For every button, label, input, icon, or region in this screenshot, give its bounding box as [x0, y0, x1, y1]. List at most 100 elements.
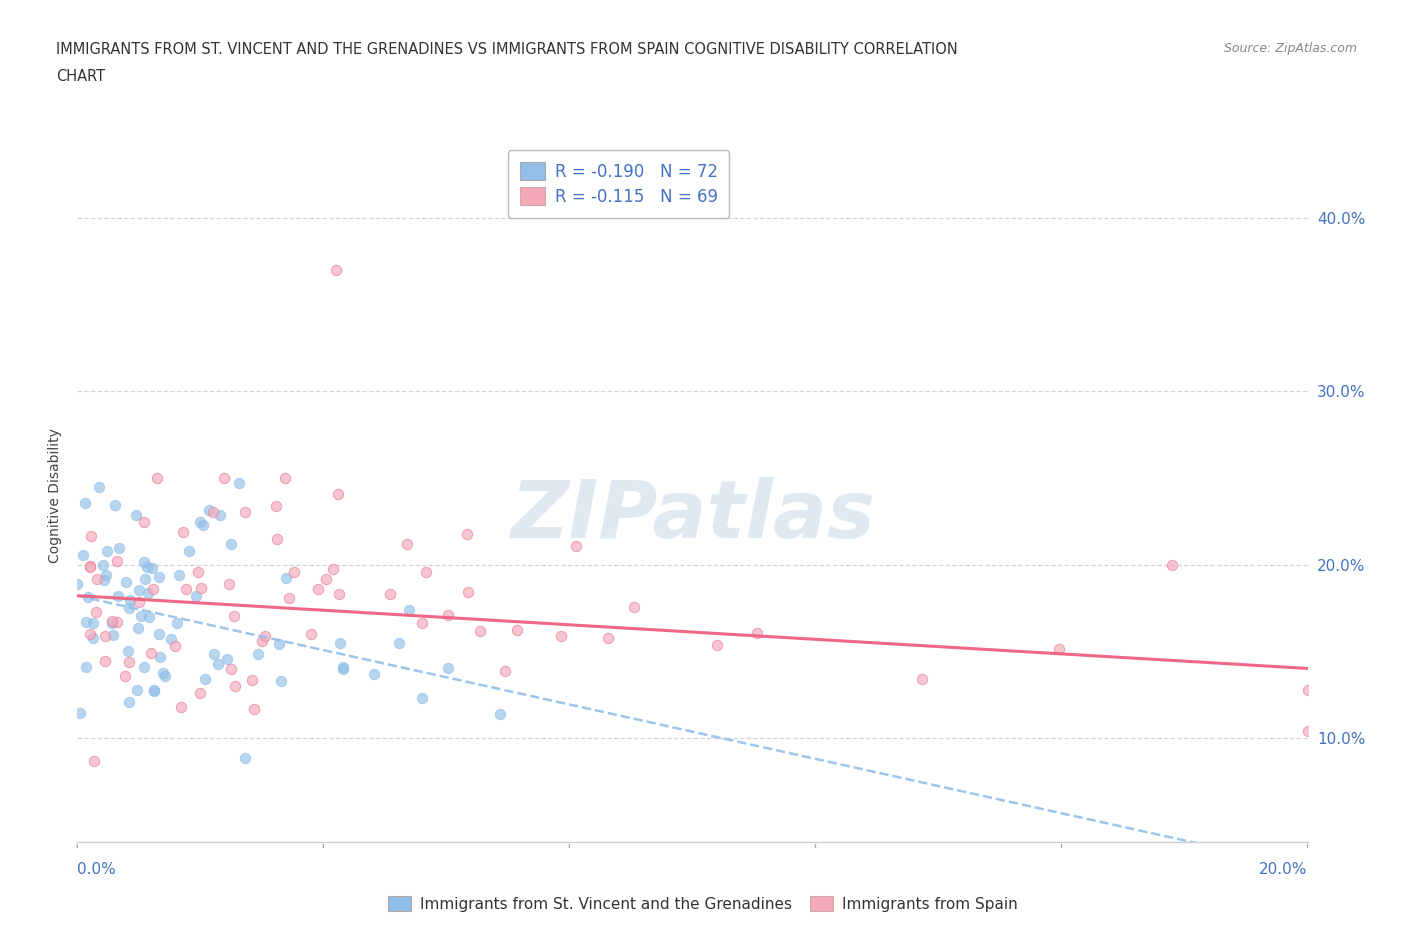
- Point: [170, 699, 193, 714]
- Point: [72, 548, 94, 563]
- Point: [315, 572, 337, 587]
- Point: [363, 667, 385, 682]
- Point: [94, 628, 117, 643]
- Point: [152, 666, 174, 681]
- Point: [148, 626, 170, 641]
- Point: [270, 674, 292, 689]
- Point: [83, 753, 105, 768]
- Point: [101, 614, 124, 629]
- Point: [118, 655, 141, 670]
- Point: [228, 475, 250, 490]
- Point: [134, 571, 156, 586]
- Legend: Immigrants from St. Vincent and the Grenadines, Immigrants from Spain: Immigrants from St. Vincent and the Gren…: [382, 889, 1024, 918]
- Point: [96, 543, 118, 558]
- Point: [101, 616, 124, 631]
- Point: [108, 540, 131, 555]
- Point: [208, 508, 231, 523]
- Point: [148, 569, 170, 584]
- Point: [107, 589, 129, 604]
- Point: [276, 571, 298, 586]
- Point: [380, 587, 402, 602]
- Point: [1161, 557, 1184, 572]
- Point: [1047, 641, 1070, 656]
- Point: [82, 616, 104, 631]
- Text: 20.0%: 20.0%: [1260, 862, 1308, 877]
- Point: [107, 614, 129, 629]
- Point: [565, 539, 588, 554]
- Point: [132, 514, 155, 529]
- Point: [143, 683, 166, 698]
- Point: [125, 683, 148, 698]
- Point: [79, 626, 101, 641]
- Point: [117, 644, 139, 658]
- Point: [176, 581, 198, 596]
- Point: [332, 660, 354, 675]
- Point: [489, 707, 512, 722]
- Point: [136, 560, 159, 575]
- Point: [193, 672, 215, 687]
- Point: [66, 577, 89, 591]
- Point: [246, 646, 269, 661]
- Point: [142, 581, 165, 596]
- Point: [94, 654, 117, 669]
- Point: [623, 600, 645, 615]
- Point: [101, 627, 124, 642]
- Point: [264, 498, 287, 513]
- Point: [494, 664, 516, 679]
- Text: 0.0%: 0.0%: [77, 862, 117, 877]
- Point: [143, 684, 166, 698]
- Point: [207, 657, 229, 671]
- Point: [411, 616, 433, 631]
- Point: [437, 661, 460, 676]
- Point: [506, 622, 529, 637]
- Point: [283, 565, 305, 579]
- Point: [218, 577, 240, 591]
- Point: [118, 601, 141, 616]
- Point: [219, 661, 242, 676]
- Point: [129, 609, 152, 624]
- Point: [1296, 724, 1319, 738]
- Point: [84, 604, 107, 619]
- Point: [387, 635, 409, 650]
- Point: [128, 594, 150, 609]
- Point: [215, 652, 238, 667]
- Point: [415, 565, 437, 579]
- Point: [177, 543, 200, 558]
- Point: [198, 502, 221, 517]
- Point: [193, 517, 215, 532]
- Point: [114, 669, 136, 684]
- Point: [212, 471, 235, 485]
- Point: [456, 527, 478, 542]
- Point: [114, 574, 136, 589]
- Point: [201, 505, 224, 520]
- Point: [242, 701, 264, 716]
- Point: [240, 672, 263, 687]
- Point: [120, 592, 142, 607]
- Text: IMMIGRANTS FROM ST. VINCENT AND THE GRENADINES VS IMMIGRANTS FROM SPAIN COGNITIV: IMMIGRANTS FROM ST. VINCENT AND THE GREN…: [56, 42, 957, 57]
- Point: [141, 560, 163, 575]
- Point: [146, 471, 169, 485]
- Point: [188, 685, 211, 700]
- Point: [253, 628, 276, 643]
- Point: [86, 572, 108, 587]
- Point: [398, 603, 420, 618]
- Point: [125, 508, 148, 523]
- Point: [202, 646, 225, 661]
- Point: [155, 669, 177, 684]
- Point: [79, 560, 101, 575]
- Point: [219, 537, 242, 551]
- Point: [457, 585, 479, 600]
- Point: [136, 585, 159, 600]
- Point: [160, 631, 183, 646]
- Text: ZIPatlas: ZIPatlas: [510, 477, 875, 555]
- Point: [325, 262, 347, 277]
- Point: [117, 695, 139, 710]
- Point: [233, 751, 256, 765]
- Point: [224, 679, 246, 694]
- Point: [329, 636, 352, 651]
- Point: [132, 554, 155, 569]
- Point: [75, 659, 97, 674]
- Point: [149, 649, 172, 664]
- Point: [266, 531, 288, 546]
- Point: [745, 626, 768, 641]
